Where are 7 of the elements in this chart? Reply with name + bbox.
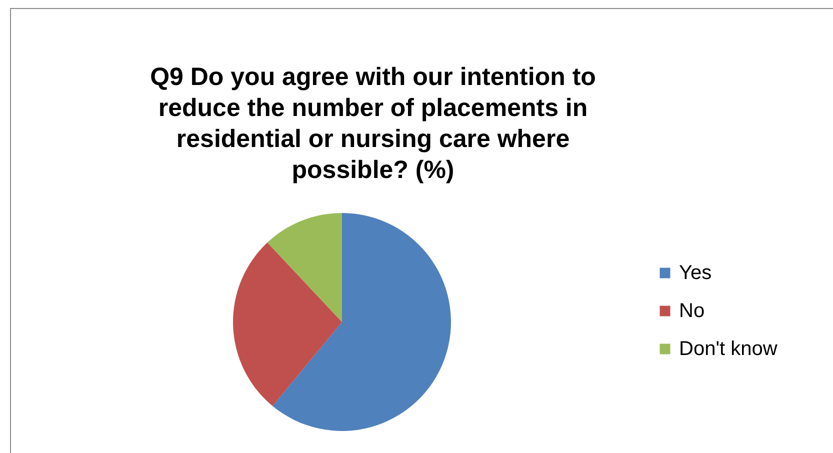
legend-label: Yes xyxy=(679,262,712,284)
legend-label: Don't know xyxy=(679,338,778,360)
legend-label: No xyxy=(679,300,705,322)
pie-slice xyxy=(233,242,342,406)
pie-slice xyxy=(267,213,342,322)
pie-slice xyxy=(272,213,451,431)
chart-title: Q9 Do you agree with our intention to reduce the number of placements in residential or nursing care where possible? (%) xyxy=(150,63,596,184)
